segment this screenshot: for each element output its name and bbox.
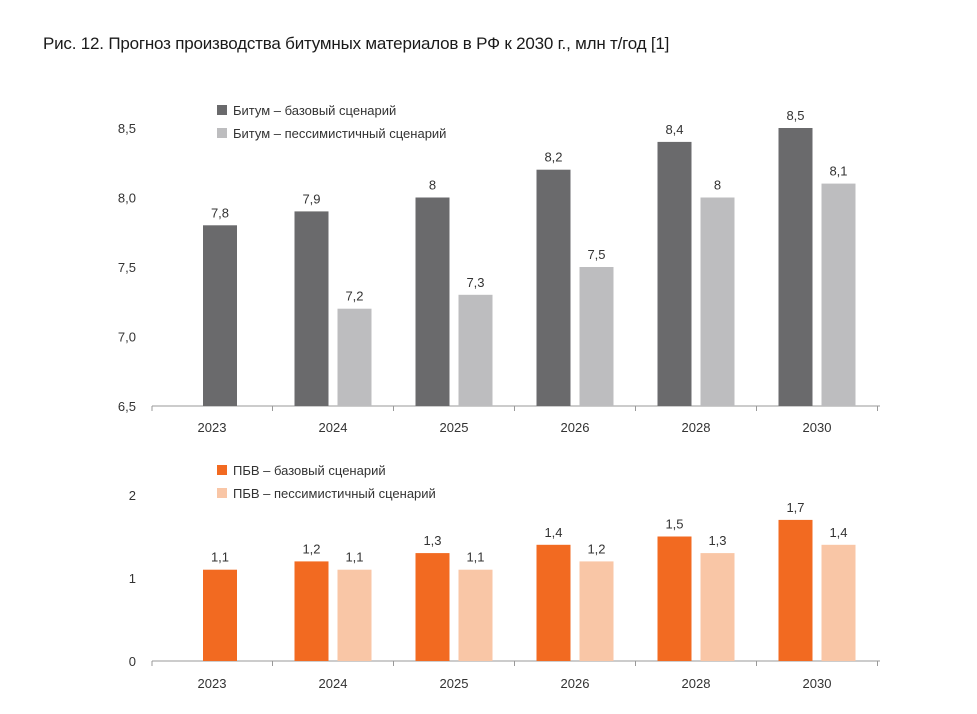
x-tick-label-pbv: 2024 (319, 676, 348, 691)
bar-bitumen-base (294, 211, 329, 406)
data-label-pbv: 1,3 (423, 533, 441, 548)
data-label-pbv: 1,4 (544, 525, 562, 540)
x-tick-label-bitumen: 2024 (319, 420, 348, 435)
bar-bitumen-base (536, 169, 571, 406)
data-label-bitumen: 8,4 (665, 122, 683, 137)
data-label-pbv: 1,1 (345, 550, 363, 565)
bar-pbv-pess (579, 561, 614, 661)
x-tick-label-bitumen: 2026 (561, 420, 590, 435)
legend-swatch-pbv (217, 488, 227, 498)
y-tick-label-pbv: 0 (129, 654, 136, 669)
bar-bitumen-pess (579, 267, 614, 406)
bar-bitumen-pess (458, 294, 493, 406)
y-tick-label-bitumen: 7,5 (118, 260, 136, 275)
legend-label-pbv: ПБВ – базовый сценарий (233, 463, 386, 478)
y-tick-label-bitumen: 8,0 (118, 191, 136, 206)
y-tick-label-bitumen: 6,5 (118, 399, 136, 414)
data-label-pbv: 1,1 (466, 550, 484, 565)
data-label-bitumen: 7,8 (211, 205, 229, 220)
data-label-bitumen: 8 (429, 178, 436, 193)
x-tick-label-pbv: 2028 (682, 676, 711, 691)
bar-pbv-pess (700, 553, 735, 661)
legend-label-bitumen: Битум – пессимистичный сценарий (233, 126, 446, 141)
data-label-bitumen: 7,3 (466, 275, 484, 290)
bar-bitumen-pess (337, 308, 372, 406)
data-label-bitumen: 7,5 (587, 247, 605, 262)
y-tick-label-bitumen: 7,0 (118, 330, 136, 345)
data-label-pbv: 1,1 (211, 550, 229, 565)
x-tick-label-bitumen: 2030 (803, 420, 832, 435)
data-label-pbv: 1,4 (829, 525, 847, 540)
data-label-bitumen: 7,9 (302, 191, 320, 206)
legend-swatch-pbv (217, 465, 227, 475)
legend-label-bitumen: Битум – базовый сценарий (233, 103, 396, 118)
legend-swatch-bitumen (217, 105, 227, 115)
data-label-bitumen: 8,2 (544, 150, 562, 165)
legend-swatch-bitumen (217, 128, 227, 138)
x-tick-label-pbv: 2030 (803, 676, 832, 691)
y-tick-label-bitumen: 8,5 (118, 121, 136, 136)
bar-pbv-base (778, 519, 813, 661)
bar-bitumen-pess (821, 183, 856, 406)
y-tick-label-pbv: 1 (129, 571, 136, 586)
chart-title: Рис. 12. Прогноз производства битумных м… (43, 34, 670, 53)
data-label-bitumen: 8,5 (786, 108, 804, 123)
bar-pbv-pess (458, 569, 493, 661)
x-tick-label-pbv: 2026 (561, 676, 590, 691)
x-tick-label-bitumen: 2023 (198, 420, 227, 435)
data-label-pbv: 1,7 (786, 500, 804, 515)
data-label-pbv: 1,2 (302, 541, 320, 556)
x-tick-label-pbv: 2025 (440, 676, 469, 691)
bar-bitumen-base (657, 141, 692, 406)
bar-pbv-pess (821, 544, 856, 661)
legend-label-pbv: ПБВ – пессимистичный сценарий (233, 486, 436, 501)
data-label-pbv: 1,3 (708, 533, 726, 548)
x-tick-label-bitumen: 2025 (440, 420, 469, 435)
bar-pbv-base (294, 561, 329, 661)
bar-pbv-base (536, 544, 571, 661)
bar-pbv-base (657, 536, 692, 661)
data-label-pbv: 1,2 (587, 541, 605, 556)
x-tick-label-bitumen: 2028 (682, 420, 711, 435)
bar-pbv-base (415, 553, 450, 661)
bar-bitumen-base (415, 197, 450, 406)
bar-bitumen-base (203, 225, 237, 406)
bar-pbv-pess (337, 569, 372, 661)
data-label-bitumen: 8,1 (829, 164, 847, 179)
bar-pbv-base (203, 569, 237, 661)
x-tick-label-pbv: 2023 (198, 676, 227, 691)
y-tick-label-pbv: 2 (129, 488, 136, 503)
bar-bitumen-pess (700, 197, 735, 406)
data-label-bitumen: 7,2 (345, 289, 363, 304)
data-label-bitumen: 8 (714, 178, 721, 193)
data-label-pbv: 1,5 (665, 517, 683, 532)
bar-bitumen-base (778, 128, 813, 406)
